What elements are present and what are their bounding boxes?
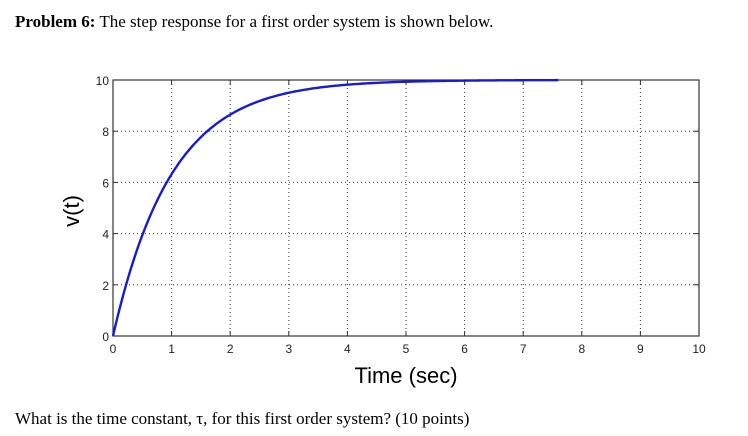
chart-grid	[113, 80, 699, 336]
x-tick-label: 5	[403, 342, 410, 356]
problem-statement: Problem 6: The step response for a first…	[15, 12, 493, 32]
y-tick-label: 6	[102, 176, 109, 190]
x-tick-label: 10	[692, 342, 706, 356]
y-axis-label: v(t)	[59, 195, 84, 227]
x-tick-label: 0	[110, 342, 117, 356]
x-axis-label: Time (sec)	[354, 363, 457, 388]
x-tick-label: 9	[637, 342, 644, 356]
question-text: What is the time constant, τ, for this f…	[15, 409, 470, 428]
x-tick-label: 3	[285, 342, 292, 356]
x-tick-labels: 0 1 2 3 4 5 6 7 8 9 10	[110, 342, 706, 356]
problem-statement-text: The step response for a first order syst…	[95, 12, 494, 31]
y-tick-label: 8	[102, 125, 109, 139]
step-response-curve	[111, 78, 559, 337]
y-tick-label: 10	[96, 74, 110, 88]
step-response-chart: 0 1 2 3 4 5 6 7 8 9 10 0 2 4 6 8 10 Time (sec) v(t)	[59, 74, 706, 388]
x-tick-label: 1	[168, 342, 175, 356]
y-tick-labels: 0 2 4 6 8 10	[96, 74, 110, 344]
y-tick-label: 4	[102, 228, 109, 242]
y-tick-label: 2	[102, 279, 109, 293]
x-tick-label: 6	[461, 342, 468, 356]
plot-frame	[112, 79, 700, 337]
x-tick-label: 8	[578, 342, 585, 356]
problem-label: Problem 6:	[15, 12, 96, 31]
y-tick-label: 0	[102, 330, 109, 344]
x-tick-label: 7	[520, 342, 527, 356]
x-tick-label: 2	[227, 342, 234, 356]
x-tick-label: 4	[344, 342, 351, 356]
